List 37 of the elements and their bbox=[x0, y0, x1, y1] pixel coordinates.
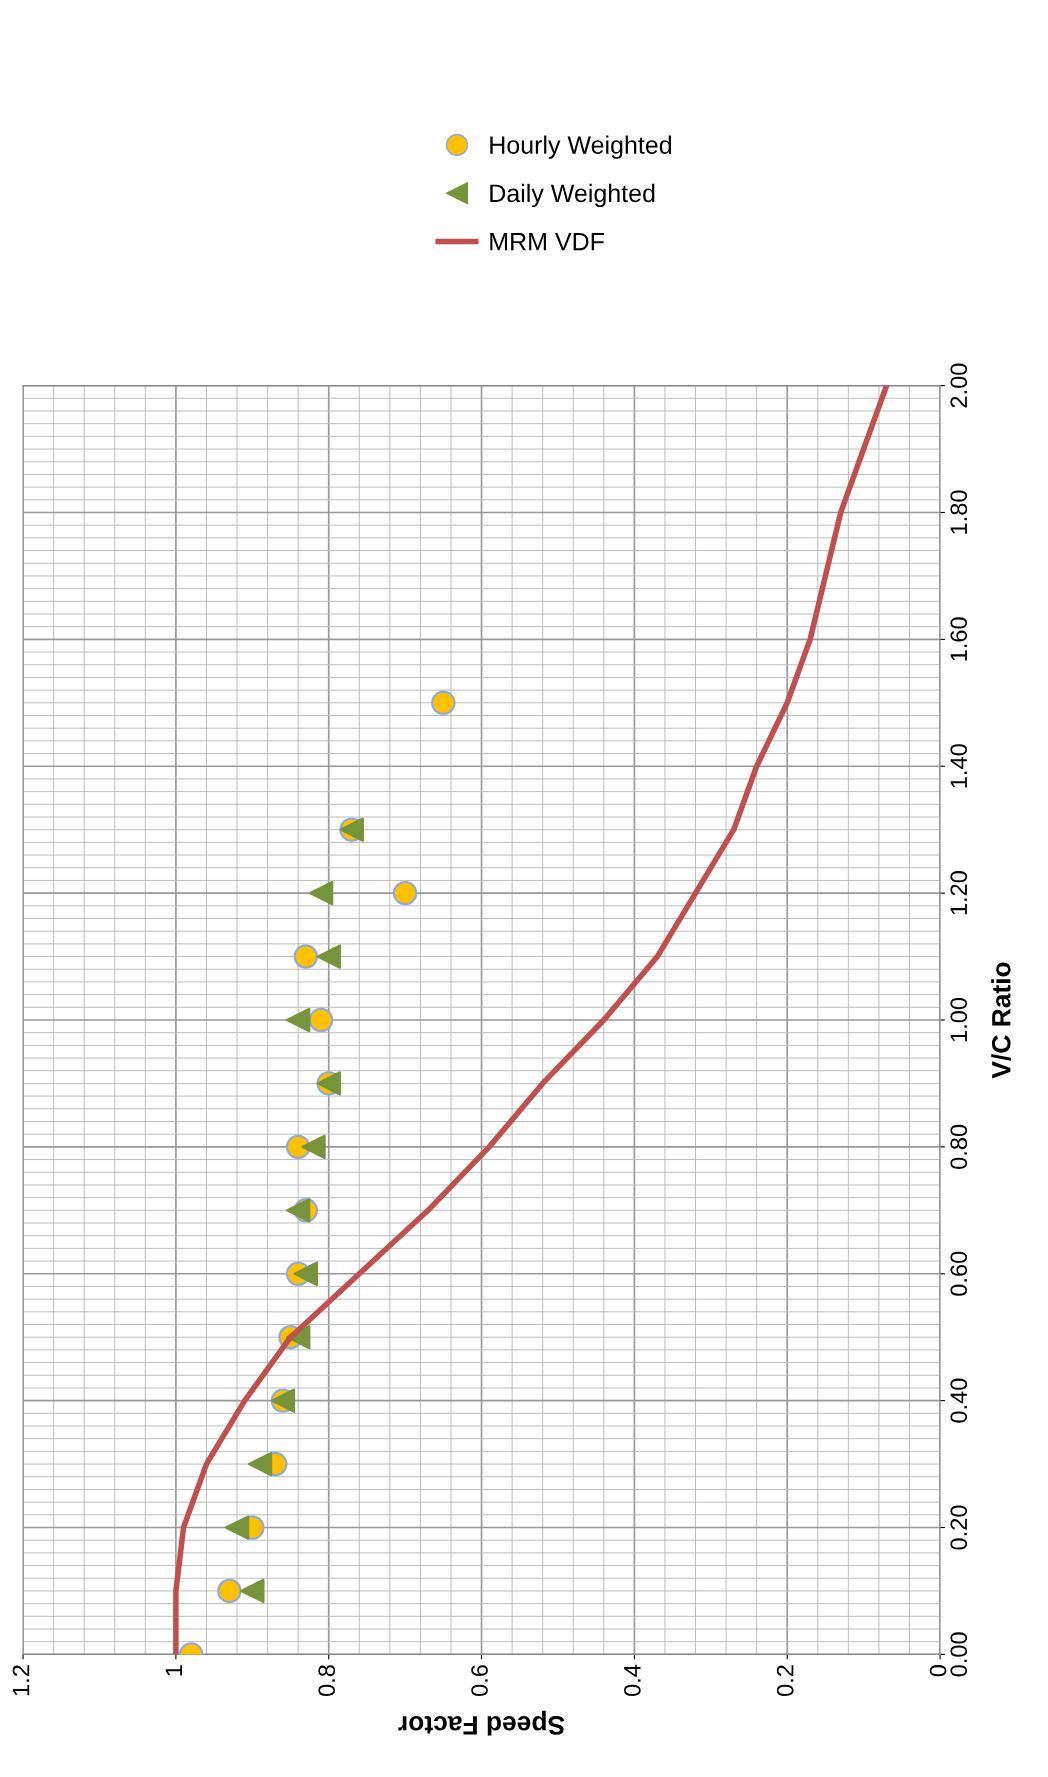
y-tick-label: 1.00 bbox=[950, 997, 968, 1042]
point bbox=[392, 880, 418, 906]
point bbox=[308, 1007, 334, 1033]
x-tick-label: 0.6 bbox=[471, 1665, 488, 1697]
point bbox=[293, 1261, 319, 1286]
y-tick-label: 0.80 bbox=[950, 1124, 968, 1169]
x-tick-label: 0.4 bbox=[624, 1664, 641, 1697]
legend-label: MRM VDF bbox=[490, 233, 604, 251]
y-tick-label: 1.40 bbox=[950, 744, 968, 788]
y-axis-title: V/C Ratio bbox=[991, 962, 1011, 1079]
x-axis-title: Speed Factor bbox=[398, 1710, 565, 1736]
point bbox=[293, 944, 319, 969]
point bbox=[285, 1007, 311, 1033]
y-tick-label: 1.80 bbox=[950, 490, 968, 534]
point bbox=[240, 1578, 265, 1604]
y-tick-label: 0.60 bbox=[950, 1251, 968, 1296]
y-tick-label: 1.20 bbox=[950, 871, 968, 915]
x-tick-label: 1 bbox=[165, 1665, 182, 1676]
point bbox=[316, 944, 341, 969]
legend-label: Daily Weighted bbox=[490, 183, 655, 208]
legend-label: Hourly Weighted bbox=[490, 135, 672, 159]
y-tick-label: 0.00 bbox=[950, 1632, 968, 1677]
x-tick-label: 0.8 bbox=[318, 1665, 336, 1697]
point bbox=[224, 1515, 250, 1540]
point bbox=[431, 690, 456, 716]
x-tick-label: 0.2 bbox=[776, 1665, 794, 1697]
point bbox=[285, 1198, 311, 1223]
x-tick-label: 1.2 bbox=[12, 1665, 30, 1696]
point bbox=[301, 1134, 326, 1160]
y-tick-label: 0.20 bbox=[950, 1505, 968, 1550]
y-tick-label: 2.00 bbox=[950, 363, 968, 408]
y-tick-label: 0.40 bbox=[950, 1378, 968, 1423]
x-tick-label: 0 bbox=[929, 1665, 947, 1677]
point bbox=[247, 1451, 273, 1477]
point bbox=[308, 880, 334, 906]
point bbox=[217, 1578, 242, 1604]
y-tick-label: 1.60 bbox=[950, 617, 968, 661]
